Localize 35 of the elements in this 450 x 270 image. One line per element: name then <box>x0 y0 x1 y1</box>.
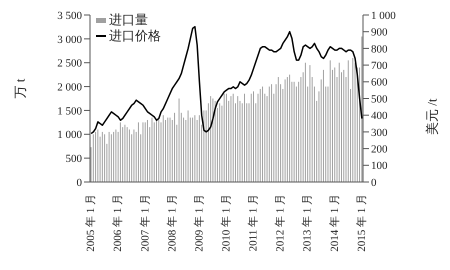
y2-tick-label: 0 <box>371 176 377 189</box>
y-tick-label: 2 500 <box>57 58 82 70</box>
y-tick-label: 3 000 <box>57 34 82 46</box>
y-tick-label: 1 000 <box>57 129 82 142</box>
x-tick-label: 2005 年 1 月 <box>85 194 98 252</box>
y-tick-label: 0 <box>76 176 82 189</box>
x-tick-label: 2015 年 1 月 <box>356 194 368 252</box>
x-tick-label: 2014 年 1 月 <box>328 194 341 252</box>
y2-tick-label: 800 <box>371 43 388 56</box>
y2-tick-label: 900 <box>371 26 388 39</box>
y2-tick-label: 100 <box>371 160 388 172</box>
line-series <box>90 26 363 134</box>
y2-tick-label: 600 <box>371 76 388 89</box>
y-axis-title: 万 t <box>12 78 28 98</box>
y2-tick-label: 700 <box>371 60 388 72</box>
legend-label: 进口量 <box>109 12 148 28</box>
x-tick-label: 2012 年 1 月 <box>274 194 287 252</box>
y-tick-label: 1 500 <box>57 105 82 118</box>
legend-label: 进口价格 <box>109 28 161 44</box>
y-tick-label: 500 <box>66 153 82 166</box>
y2-tick-label: 1 000 <box>371 10 396 22</box>
x-tick-label: 2013 年 1 月 <box>302 194 314 252</box>
x-tick-label: 2006 年 1 月 <box>112 194 124 252</box>
y2-tick-label: 400 <box>371 110 388 122</box>
y2-tick-label: 500 <box>371 93 388 106</box>
y2-tick-label: 200 <box>371 144 388 156</box>
y2-tick-label: 300 <box>371 126 388 139</box>
x-tick-label: 2008 年 1 月 <box>166 194 178 252</box>
y2-axis-title: 美元 /t <box>424 98 440 135</box>
x-tick-label: 2009 年 1 月 <box>193 194 206 252</box>
x-tick-label: 2007 年 1 月 <box>139 194 152 252</box>
x-tick-label: 2011 年 1 月 <box>248 194 260 252</box>
x-tick-label: 2010 年 1 月 <box>220 194 232 252</box>
y-tick-label: 3 500 <box>57 10 82 22</box>
y-tick-label: 2 000 <box>57 81 82 94</box>
